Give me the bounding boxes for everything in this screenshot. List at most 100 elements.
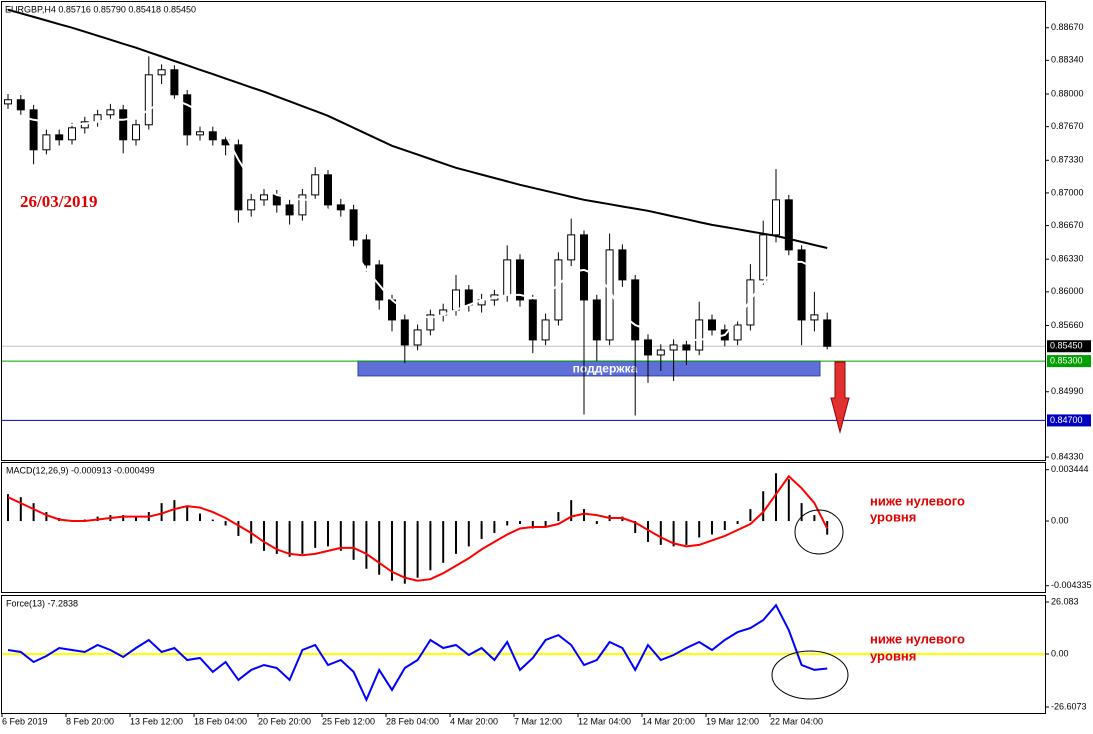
candle-body [16,99,25,111]
line-series [7,98,829,341]
level-label: 0.84700 [1050,415,1083,425]
candle-body [644,339,652,356]
candle-body [324,174,332,206]
candle-body [42,134,51,151]
line-series [7,8,828,249]
y-tick-label: -0.004335 [1051,580,1092,590]
candle-body [784,199,793,251]
x-tick-label: 13 Feb 12:00 [130,716,183,726]
y-tick-label: 0.003444 [1051,464,1089,474]
y-tick-label: 0.87000 [1051,187,1084,197]
candle-body [682,344,691,351]
y-tick-label: 0.88000 [1051,88,1084,98]
candle-body [144,74,153,126]
y-tick-label: 0.87670 [1051,121,1084,131]
level-label-box [1047,414,1091,427]
candle-body [426,314,435,331]
y-tick-label: 0.86330 [1051,254,1084,264]
candle-body [170,69,179,96]
y-tick-label: 0.88340 [1051,55,1084,65]
macd-layer: 0.003444 0.00 -0.004335 [7,464,1092,590]
candle-body [106,109,115,116]
candle-body [285,204,294,216]
y-tick-label: -26.6073 [1051,701,1087,711]
candle-body [554,259,563,321]
candle-body [618,249,627,281]
candle-body [656,349,665,356]
x-tick-label: 20 Feb 20:00 [258,716,311,726]
y-tick-label: 0.86000 [1051,286,1084,296]
candle-body [823,319,832,347]
level-label: 0.85300 [1050,355,1083,365]
y-tick-label: 0.84330 [1051,451,1084,461]
candle-body [695,319,704,351]
force-layer: 26.083 0.00 -26.6073 [2,596,1087,711]
candle-body [183,94,192,136]
candle-body [362,239,371,266]
candle-body [733,324,742,341]
x-tick-label: 4 Mar 20:00 [450,716,498,726]
candle-body [196,131,204,136]
x-tick-label: 18 Feb 04:00 [194,716,247,726]
y-tick-label: 0.00 [1051,515,1069,525]
support-label: поддержка [573,362,638,376]
candle-body [247,199,256,211]
x-tick-label: 8 Feb 20:00 [66,716,114,726]
candle-body [260,194,268,201]
down-arrow [830,361,850,434]
candle-body [797,249,806,321]
candle-body [464,289,473,306]
date-annotation: 26/03/2019 [20,192,97,211]
x-tick-label: 14 Mar 20:00 [642,716,695,726]
candle-body [567,234,576,261]
candle-body [157,69,166,76]
candle-body [311,174,320,196]
macd-annotation: уровня [870,509,916,524]
candle-body [759,234,768,281]
candle-body [55,134,64,141]
line-series [7,474,829,582]
x-tick-label: 7 Mar 12:00 [514,716,562,726]
candle-body [298,194,307,216]
candle-body [400,319,409,346]
x-tick-label: 6 Feb 2019 [2,716,48,726]
price-title: EURGBP,H4 0.85716 0.85790 0.85418 0.8545… [5,4,196,14]
x-tick-label: 12 Mar 04:00 [578,716,631,726]
macd-annotation: ниже нулевого [870,493,965,508]
force-title: Force(13) -7.2838 [6,598,78,608]
force-annotation: ниже нулевого [870,631,965,646]
candle-body [631,279,640,341]
candle-body [4,99,12,105]
x-tick-label: 19 Mar 12:00 [706,716,759,726]
y-tick-label: 0.88670 [1051,22,1084,32]
candle-body [810,314,819,321]
y-tick-label: 0.00 [1051,648,1069,658]
x-tick-label: 28 Feb 04:00 [386,716,439,726]
price-layer: 0.88670 0.88340 0.88000 0.87670 0.87330 0.870… [1,8,1091,726]
price-panel [1,1,1046,461]
macd-title: MACD(12,26,9) -0.000913 -0.000499 [6,465,155,475]
y-tick-label: 0.86670 [1051,220,1084,230]
x-tick-label: 25 Feb 12:00 [322,716,375,726]
force-annotation: уровня [870,648,916,663]
y-tick-label: 0.85660 [1051,320,1084,330]
level-label: 0.85450 [1050,341,1083,351]
candle-body [708,319,716,331]
macd-panel [1,462,1046,593]
y-tick-label: 26.083 [1051,596,1079,606]
level-label-box [1047,340,1091,353]
candle-body [349,209,358,241]
candle-body [119,109,128,141]
candle-body [336,204,345,211]
candle-body [580,234,588,301]
candle-body [375,264,384,301]
candle-body [592,299,601,341]
x-tick-label: 22 Mar 04:00 [770,716,823,726]
candle-body [234,144,243,211]
candle-body [772,199,780,236]
candle-body [669,344,678,351]
macd-highlight [794,509,844,555]
y-tick-label: 0.87330 [1051,155,1084,165]
